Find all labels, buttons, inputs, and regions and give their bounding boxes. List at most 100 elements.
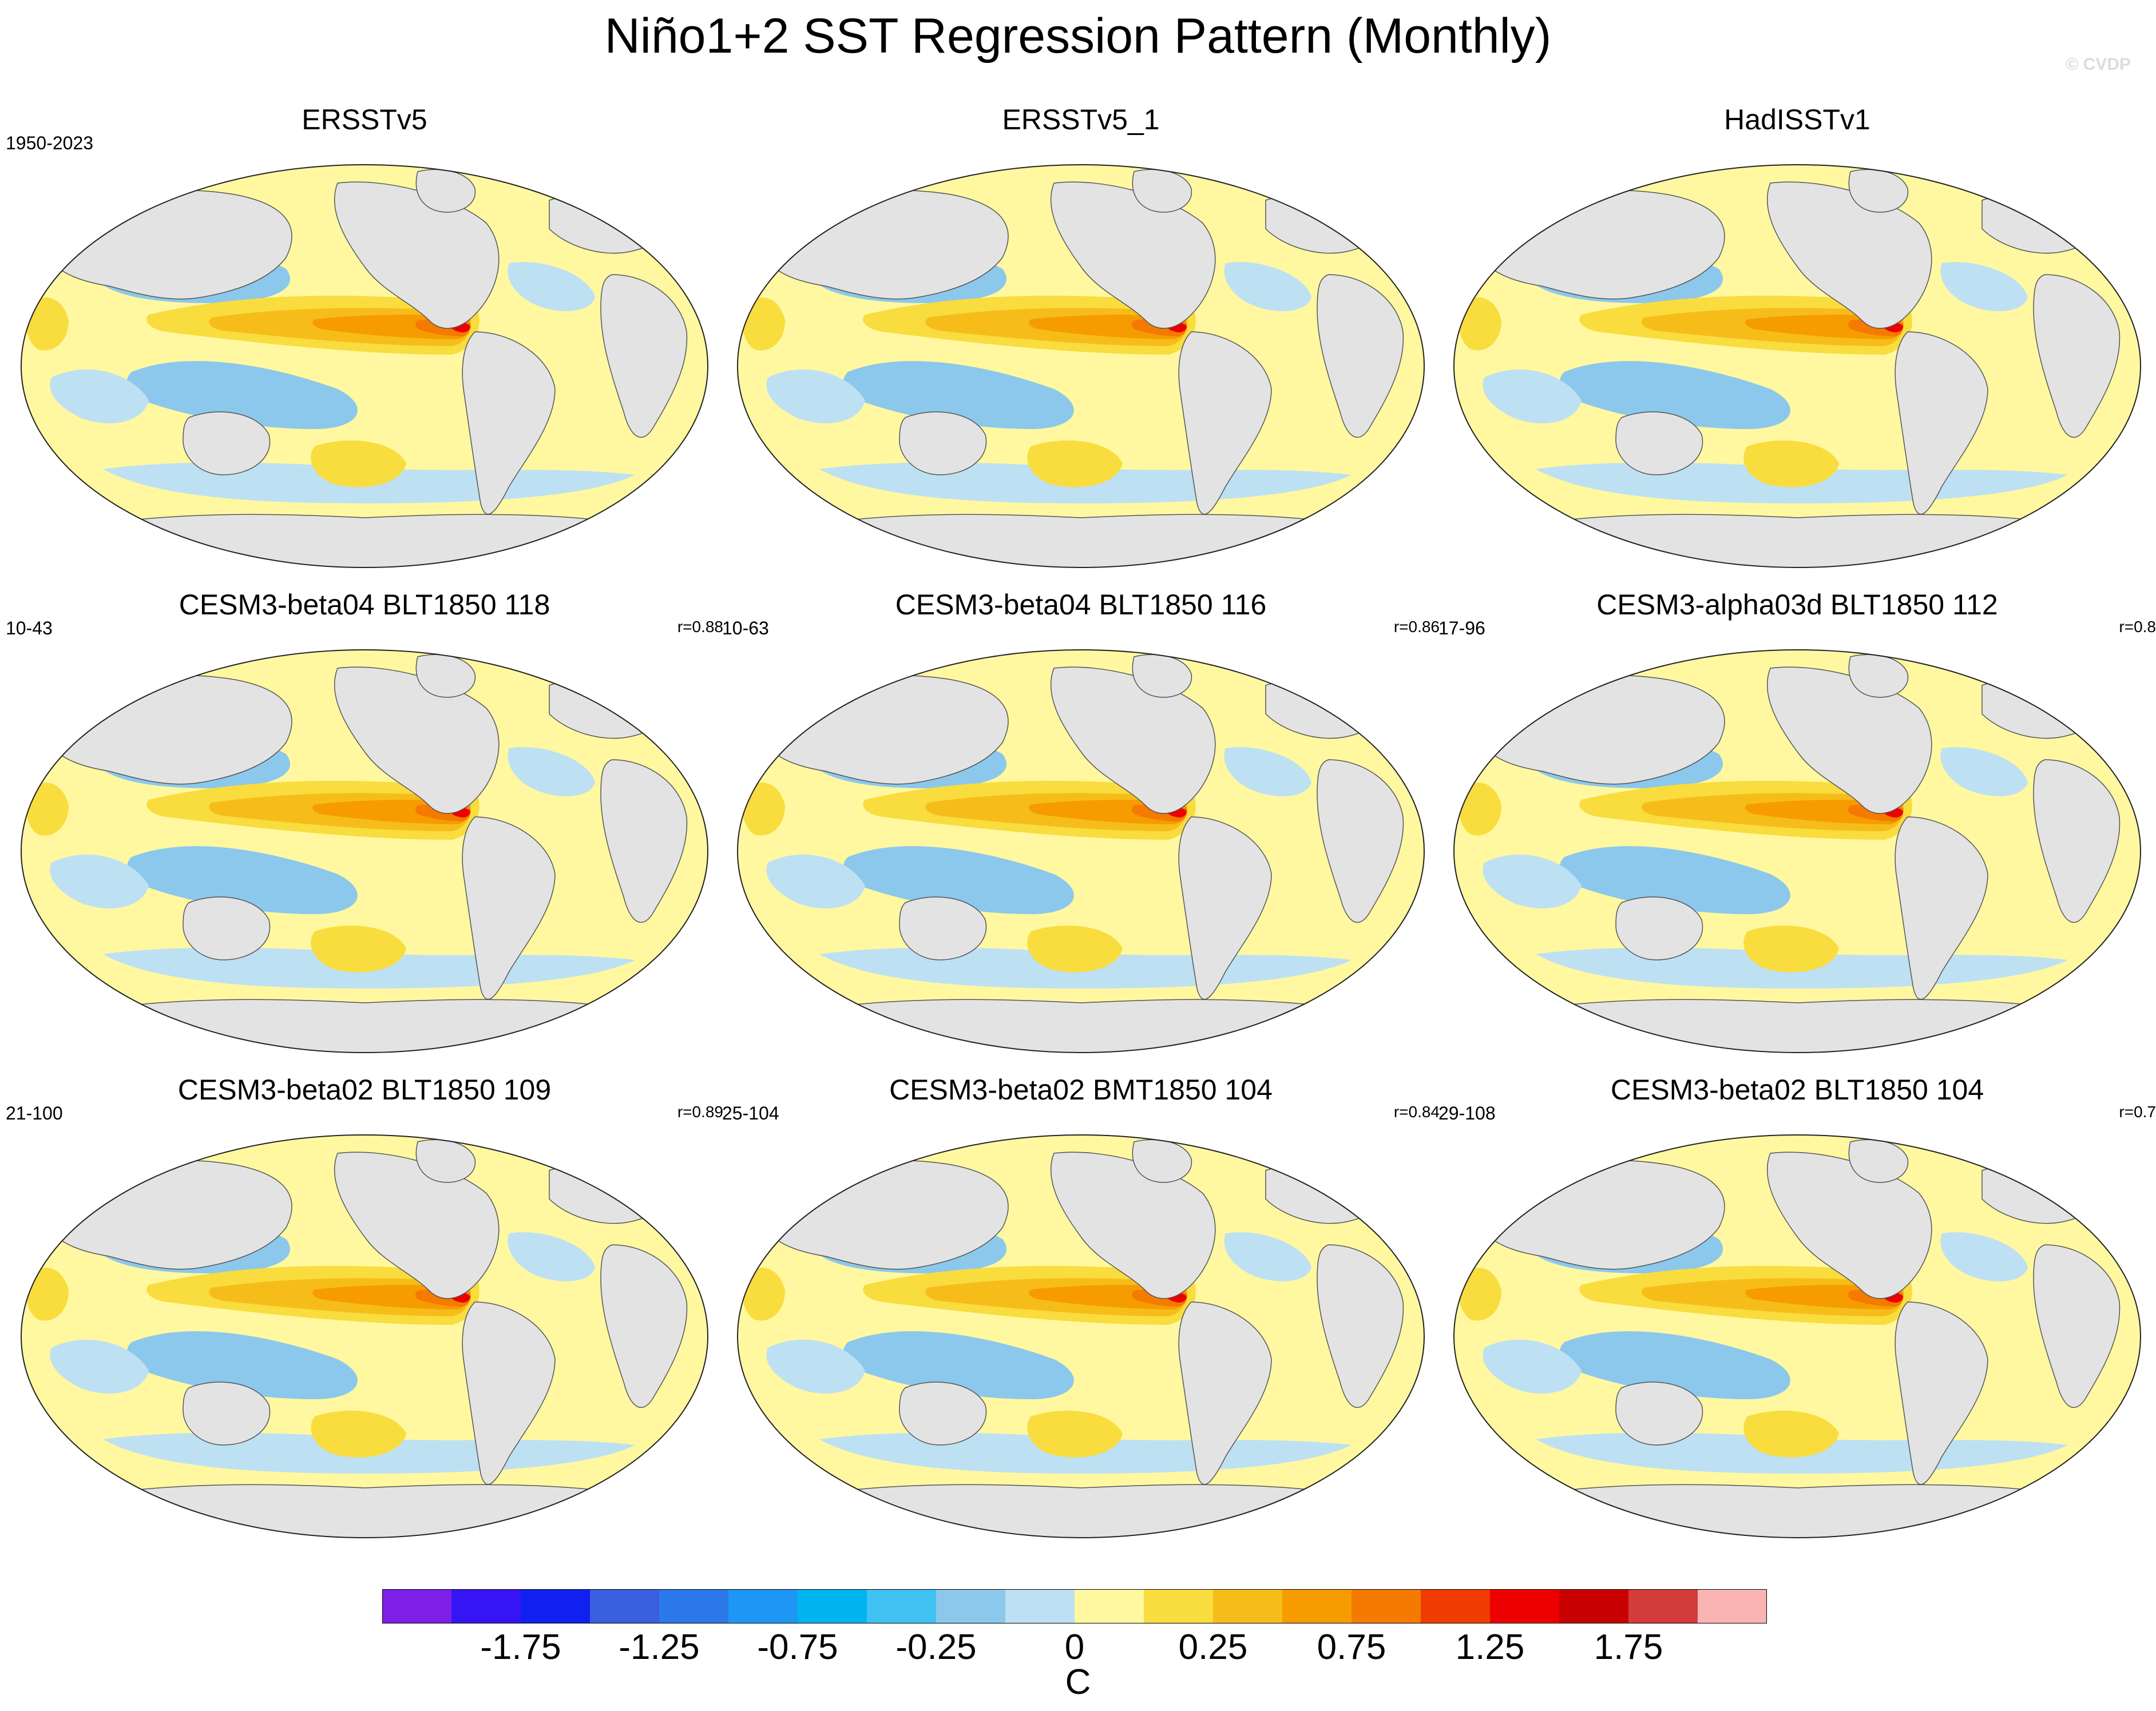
colorbar-swatch (1282, 1589, 1352, 1623)
colorbar-tick-label: 0 (1064, 1627, 1085, 1667)
warm-indian (26, 297, 69, 351)
australia (183, 411, 271, 475)
colorbar-swatch (1490, 1589, 1560, 1623)
warm-indian (742, 783, 785, 836)
globe-outline (21, 1134, 708, 1538)
warm-south-pacific (311, 926, 406, 972)
colorbar-swatch (1698, 1589, 1767, 1623)
panel-ersstv5-1: ERSSTv5_1 (722, 103, 1440, 578)
panel-title: ERSSTv5_1 (1002, 104, 1160, 136)
panel-correlation: r=0.84 (1393, 1103, 1440, 1121)
cool-atlantic (1224, 747, 1311, 796)
map-layers (738, 650, 1424, 1053)
panel-title: ERSSTv5 (302, 104, 427, 136)
colorbar-swatch (1075, 1589, 1144, 1623)
panel-correlation: r=0.89 (677, 1103, 723, 1121)
colorbar-swatch (867, 1589, 937, 1623)
cool-south-pacific (843, 846, 1074, 914)
panel-beta04-118: CESM3-beta04 BLT1850 118 10-43 r=0.88 (6, 588, 723, 1063)
colorbar-tick-label: 1.75 (1594, 1627, 1663, 1667)
map-layers (21, 1135, 708, 1538)
africa (600, 759, 688, 923)
panel-title: CESM3-alpha03d BLT1850 112 (1596, 589, 1998, 621)
globe-outline (737, 649, 1425, 1053)
regression-map (737, 649, 1425, 1053)
warm-south-pacific (1743, 1411, 1839, 1458)
colorbar-swatch (451, 1589, 521, 1623)
credit-watermark: © CVDP (2066, 55, 2131, 74)
colorbar-units: C (1065, 1662, 1091, 1702)
cool-atlantic (1940, 262, 2028, 311)
globe-outline (737, 164, 1425, 568)
map-layers (738, 165, 1424, 567)
australia (899, 411, 987, 475)
colorbar-tick-label: -1.75 (480, 1627, 561, 1667)
map-layers (1454, 650, 2141, 1053)
australia (183, 1381, 271, 1446)
colorbar-swatch (590, 1589, 660, 1623)
south-america (1178, 331, 1272, 515)
panel-years: 10-63 (722, 618, 769, 638)
colorbar-tick-label: 0.25 (1178, 1627, 1248, 1667)
africa (600, 274, 688, 438)
cool-south-pacific (126, 1331, 358, 1399)
globe-outline (1453, 164, 2141, 568)
antarctica (1517, 514, 2081, 567)
africa (1317, 759, 1404, 923)
panel-years: 10-43 (6, 618, 53, 638)
panel-hadisstv1: HadISSTv1 (1438, 103, 2156, 578)
africa (600, 1244, 688, 1408)
cool-indian (50, 1339, 149, 1394)
south-america (462, 331, 556, 515)
south-america (1895, 1301, 1988, 1485)
australia (183, 896, 271, 960)
globe-outline (737, 1134, 1425, 1538)
cool-south-pacific (126, 361, 358, 429)
regression-map (21, 1134, 708, 1538)
colorbar-swatch (728, 1589, 798, 1623)
cool-south-pacific (1559, 361, 1790, 429)
panel-title: CESM3-beta02 BMT1850 104 (889, 1074, 1273, 1106)
panel-correlation: r=0.8 (2119, 618, 2156, 636)
cool-south-pacific (1559, 846, 1790, 914)
globe-outline (1453, 649, 2141, 1053)
panel-title: CESM3-beta04 BLT1850 118 (179, 589, 550, 621)
south-america (462, 1301, 556, 1485)
colorbar-swatch (1421, 1589, 1491, 1623)
africa (1317, 274, 1404, 438)
south-america (462, 816, 556, 1000)
south-america (1178, 1301, 1272, 1485)
cool-atlantic (1940, 747, 2028, 796)
regression-map (21, 164, 708, 568)
panel-title: CESM3-beta02 BLT1850 104 (1610, 1074, 1984, 1106)
australia (899, 1381, 987, 1446)
cool-indian (1483, 854, 1582, 908)
antarctica (84, 999, 648, 1053)
colorbar-tick-label: -1.25 (619, 1627, 700, 1667)
antarctica (1517, 1484, 2081, 1538)
colorbar-tick-label: 1.25 (1455, 1627, 1525, 1667)
warm-indian (1459, 297, 1501, 351)
australia (1615, 896, 1703, 960)
panel-title: CESM3-beta04 BLT1850 116 (895, 589, 1267, 621)
cool-south-pacific (1559, 1331, 1790, 1399)
colorbar-swatch (1213, 1589, 1283, 1623)
globe-outline (1453, 1134, 2141, 1538)
colorbar-swatch (521, 1589, 590, 1623)
map-layers (1454, 165, 2141, 567)
regression-map (737, 164, 1425, 568)
colorbar-swatch (1005, 1589, 1075, 1623)
colorbar-swatch (798, 1589, 867, 1623)
australia (899, 896, 987, 960)
panel-correlation: r=0.88 (677, 618, 723, 636)
africa (2033, 274, 2121, 438)
antarctica (84, 514, 648, 567)
regression-map (1453, 164, 2141, 568)
warm-south-pacific (1027, 926, 1123, 972)
colorbar-swatch (1352, 1589, 1421, 1623)
cool-south-pacific (126, 846, 358, 914)
regression-map (737, 1134, 1425, 1538)
panel-ersstv5: ERSSTv5 1950-2023 (6, 103, 723, 578)
africa (2033, 759, 2121, 923)
south-america (1178, 816, 1272, 1000)
